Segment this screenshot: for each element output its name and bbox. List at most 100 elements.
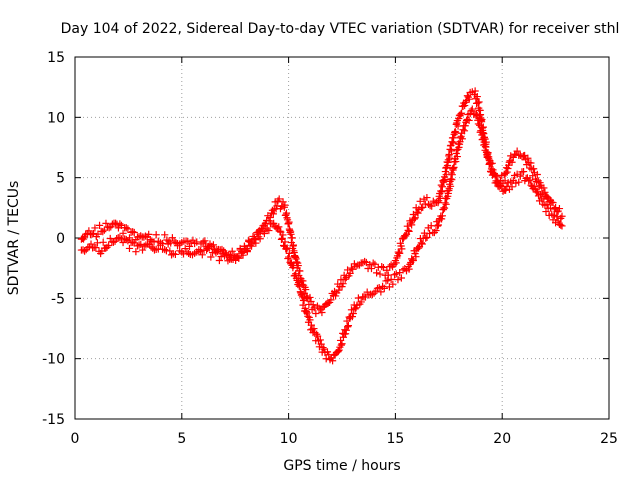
data-point xyxy=(300,296,308,305)
data-point xyxy=(377,288,385,296)
data-point xyxy=(124,225,132,233)
data-point xyxy=(389,280,397,288)
data-point xyxy=(385,283,394,291)
data-point xyxy=(285,218,293,226)
data-point xyxy=(438,183,446,191)
y-tick-label: -5 xyxy=(51,291,65,307)
data-point xyxy=(537,181,545,189)
data-point xyxy=(524,154,532,162)
data-point xyxy=(508,183,516,191)
data-point xyxy=(347,306,356,314)
data-point xyxy=(461,122,469,130)
data-point xyxy=(343,317,351,325)
data-point xyxy=(266,213,274,222)
data-point xyxy=(344,323,352,331)
x-tick-label: 5 xyxy=(177,431,186,447)
data-point xyxy=(479,129,487,137)
data-point xyxy=(239,248,247,257)
data-point xyxy=(460,127,469,135)
data-point xyxy=(339,280,347,288)
data-point xyxy=(371,260,379,268)
data-point xyxy=(316,336,324,344)
data-point xyxy=(557,221,565,229)
data-point xyxy=(247,242,256,250)
data-point xyxy=(543,200,551,209)
data-point xyxy=(540,184,548,192)
data-point xyxy=(427,222,435,230)
data-point xyxy=(448,171,456,179)
data-point xyxy=(540,195,548,203)
x-tick-label: 15 xyxy=(386,431,404,447)
data-point xyxy=(346,269,354,277)
data-point xyxy=(276,227,284,235)
data-point xyxy=(196,247,205,255)
x-tick-label: 20 xyxy=(493,431,511,447)
data-point xyxy=(209,241,218,249)
data-point xyxy=(405,265,413,273)
data-point xyxy=(447,147,456,155)
x-axis-label: GPS time / hours xyxy=(283,458,400,474)
data-point xyxy=(383,266,391,274)
data-point xyxy=(235,254,243,262)
data-point xyxy=(323,348,332,356)
data-point xyxy=(558,222,566,230)
data-point xyxy=(384,276,392,284)
data-point xyxy=(477,123,485,131)
data-point xyxy=(452,129,460,137)
data-point xyxy=(289,241,298,249)
data-point xyxy=(125,244,134,253)
data-point xyxy=(379,263,388,272)
data-point xyxy=(250,235,259,244)
data-point xyxy=(313,332,322,340)
data-point xyxy=(461,101,469,110)
data-point xyxy=(288,234,296,242)
data-point xyxy=(303,292,311,300)
data-point xyxy=(555,204,564,213)
data-point xyxy=(152,231,160,239)
data-point xyxy=(479,135,487,143)
data-point xyxy=(408,221,416,229)
data-point xyxy=(503,168,511,176)
data-point xyxy=(94,230,102,238)
data-point xyxy=(164,240,172,248)
data-point xyxy=(441,176,449,184)
data-point xyxy=(409,256,417,265)
data-point xyxy=(351,305,359,313)
data-point xyxy=(322,355,330,363)
data-point xyxy=(530,182,538,190)
x-tick-label: 25 xyxy=(600,431,618,447)
data-point xyxy=(273,202,281,210)
data-point xyxy=(296,281,304,289)
data-point xyxy=(533,188,542,196)
y-tick-label: -10 xyxy=(42,352,65,368)
data-point xyxy=(205,244,213,252)
data-point xyxy=(504,164,512,173)
data-point xyxy=(354,294,362,302)
data-point xyxy=(397,242,405,250)
data-point xyxy=(432,226,440,235)
data-point xyxy=(87,240,95,248)
data-point xyxy=(302,285,310,294)
data-point xyxy=(437,215,446,223)
data-point xyxy=(387,275,395,283)
data-point xyxy=(334,347,343,355)
data-point xyxy=(281,201,289,209)
data-point xyxy=(521,151,529,160)
data-point xyxy=(376,270,384,278)
data-point xyxy=(130,228,138,237)
data-point xyxy=(468,105,476,113)
data-point xyxy=(512,150,520,159)
data-point xyxy=(442,200,450,208)
data-point xyxy=(92,243,100,252)
x-tick-label: 0 xyxy=(71,431,80,447)
data-point xyxy=(397,274,405,282)
data-point xyxy=(214,247,222,256)
data-point xyxy=(423,233,431,242)
data-point xyxy=(447,175,455,183)
data-point xyxy=(198,251,206,259)
data-point xyxy=(488,159,496,167)
data-point xyxy=(344,321,353,330)
y-tick-label: 5 xyxy=(56,171,65,187)
data-point xyxy=(367,264,376,273)
data-point xyxy=(349,309,357,318)
